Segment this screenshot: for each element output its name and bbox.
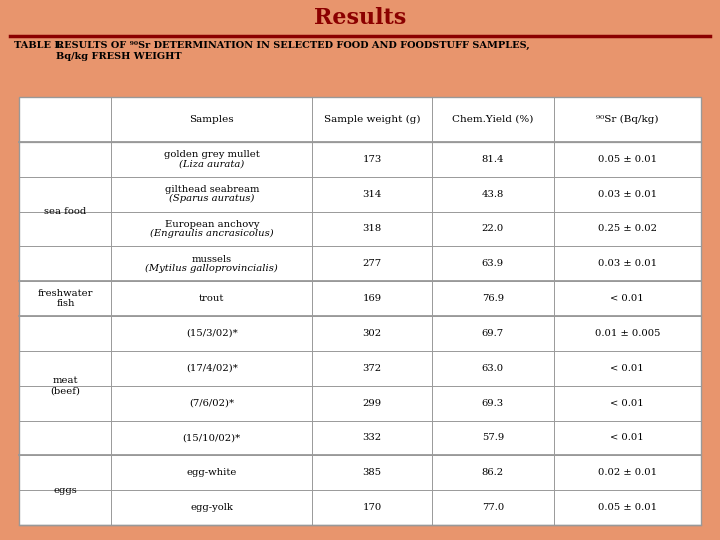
Text: 81.4: 81.4: [482, 155, 504, 164]
Text: < 0.01: < 0.01: [611, 434, 644, 442]
Text: 43.8: 43.8: [482, 190, 504, 199]
Text: 63.0: 63.0: [482, 364, 504, 373]
Text: 302: 302: [362, 329, 382, 338]
Text: eggs: eggs: [53, 485, 77, 495]
Text: 0.25 ± 0.02: 0.25 ± 0.02: [598, 225, 657, 233]
Text: (15/10/02)*: (15/10/02)*: [183, 434, 241, 442]
Text: (Engraulis ancrasicolus): (Engraulis ancrasicolus): [150, 229, 274, 238]
Text: 22.0: 22.0: [482, 225, 504, 233]
Text: (15/3/02)*: (15/3/02)*: [186, 329, 238, 338]
Text: 77.0: 77.0: [482, 503, 504, 512]
Text: Samples: Samples: [189, 115, 234, 124]
Text: golden grey mullet: golden grey mullet: [164, 150, 260, 159]
Text: egg-yolk: egg-yolk: [190, 503, 233, 512]
Bar: [19, 97, 701, 525]
Text: 0.05 ± 0.01: 0.05 ± 0.01: [598, 155, 657, 164]
Bar: [19, 97, 701, 525]
Text: 0.03 ± 0.01: 0.03 ± 0.01: [598, 190, 657, 199]
Text: Chem.Yield (%): Chem.Yield (%): [452, 115, 534, 124]
Text: egg-white: egg-white: [186, 468, 237, 477]
Text: < 0.01: < 0.01: [611, 294, 644, 303]
Text: 277: 277: [362, 259, 382, 268]
Text: 57.9: 57.9: [482, 434, 504, 442]
Text: 69.7: 69.7: [482, 329, 504, 338]
Text: (Mytilus galloprovincialis): (Mytilus galloprovincialis): [145, 264, 278, 273]
Text: trout: trout: [199, 294, 225, 303]
Text: European anchovy: European anchovy: [165, 220, 259, 229]
Text: sea food: sea food: [45, 207, 86, 216]
Text: 332: 332: [362, 434, 382, 442]
Text: freshwater
fish: freshwater fish: [37, 289, 93, 308]
Text: 0.02 ± 0.01: 0.02 ± 0.01: [598, 468, 657, 477]
Text: mussels: mussels: [192, 255, 232, 264]
Text: Sample weight (g): Sample weight (g): [324, 115, 420, 124]
Text: 76.9: 76.9: [482, 294, 504, 303]
Text: Results: Results: [314, 6, 406, 29]
Text: 0.05 ± 0.01: 0.05 ± 0.01: [598, 503, 657, 512]
Text: 170: 170: [362, 503, 382, 512]
Text: 63.9: 63.9: [482, 259, 504, 268]
Text: 86.2: 86.2: [482, 468, 504, 477]
Text: 69.3: 69.3: [482, 399, 504, 408]
Text: 0.03 ± 0.01: 0.03 ± 0.01: [598, 259, 657, 268]
Text: 318: 318: [362, 225, 382, 233]
Text: (17/4/02)*: (17/4/02)*: [186, 364, 238, 373]
Text: (Sparus auratus): (Sparus auratus): [169, 194, 255, 203]
Text: RESULTS OF ⁹⁰Sr DETERMINATION IN SELECTED FOOD AND FOODSTUFF SAMPLES,: RESULTS OF ⁹⁰Sr DETERMINATION IN SELECTE…: [56, 41, 530, 50]
Text: gilthead seabream: gilthead seabream: [165, 185, 259, 194]
Text: meat
(beef): meat (beef): [50, 376, 81, 395]
Text: (7/6/02)*: (7/6/02)*: [189, 399, 235, 408]
Text: 314: 314: [362, 190, 382, 199]
Text: 173: 173: [362, 155, 382, 164]
Text: ⁹⁰Sr (Bq/kg): ⁹⁰Sr (Bq/kg): [596, 115, 659, 124]
Text: (Liza aurata): (Liza aurata): [179, 159, 245, 168]
Text: < 0.01: < 0.01: [611, 399, 644, 408]
Text: 169: 169: [362, 294, 382, 303]
Text: 385: 385: [362, 468, 382, 477]
Text: 299: 299: [362, 399, 382, 408]
Text: 372: 372: [362, 364, 382, 373]
Text: < 0.01: < 0.01: [611, 364, 644, 373]
Text: TABLE I.: TABLE I.: [14, 41, 63, 50]
Text: Bq/kg FRESH WEIGHT: Bq/kg FRESH WEIGHT: [56, 52, 181, 61]
Text: 0.01 ± 0.005: 0.01 ± 0.005: [595, 329, 660, 338]
